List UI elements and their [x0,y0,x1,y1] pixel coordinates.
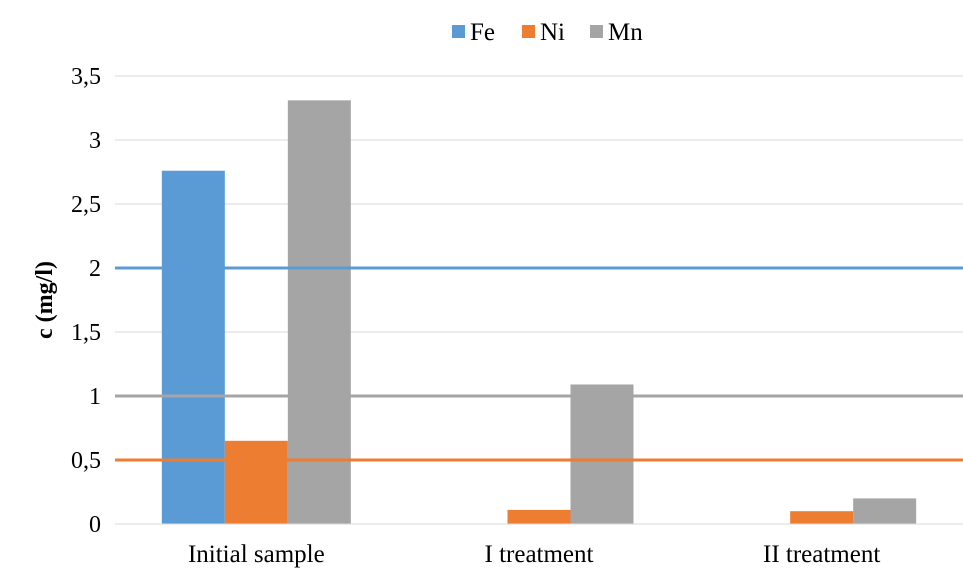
bar-ni-0 [224,440,288,524]
legend-swatch-ni [522,25,535,38]
y-tick-label: 1,5 [71,320,101,346]
y-tick-label: 2 [89,256,101,282]
y-tick-label: 2,5 [71,192,101,218]
legend-swatch-mn [590,25,603,38]
legend-label-mn: Mn [608,19,643,46]
y-tick-label: 3,5 [71,64,101,90]
y-tick-label: 0,5 [71,448,101,474]
bars [161,100,917,524]
bar-mn-0 [287,100,351,524]
x-axis-ticks: Initial sample I treatment II treatment [188,541,880,568]
bar-fe-0 [161,170,225,524]
bar-ni-2 [790,511,854,524]
y-tick-label: 3 [89,128,101,154]
bar-mn-2 [853,498,917,524]
y-axis-label: c (mg/l) [32,261,58,339]
bar-mn-1 [570,384,634,524]
legend-label-fe: Fe [470,19,495,46]
x-tick-label: I treatment [485,541,594,568]
y-axis-ticks: 0 0,5 1 1,5 2 2,5 3 3,5 [71,64,101,538]
legend-label-ni: Ni [540,19,565,46]
x-tick-label: Initial sample [188,541,325,568]
y-tick-label: 0 [89,512,101,538]
x-tick-label: II treatment [763,541,880,568]
bar-ni-1 [507,509,571,524]
reference-lines [115,266,963,462]
legend: Fe Ni Mn [452,19,643,46]
legend-swatch-fe [452,25,465,38]
y-tick-label: 1 [89,384,101,410]
